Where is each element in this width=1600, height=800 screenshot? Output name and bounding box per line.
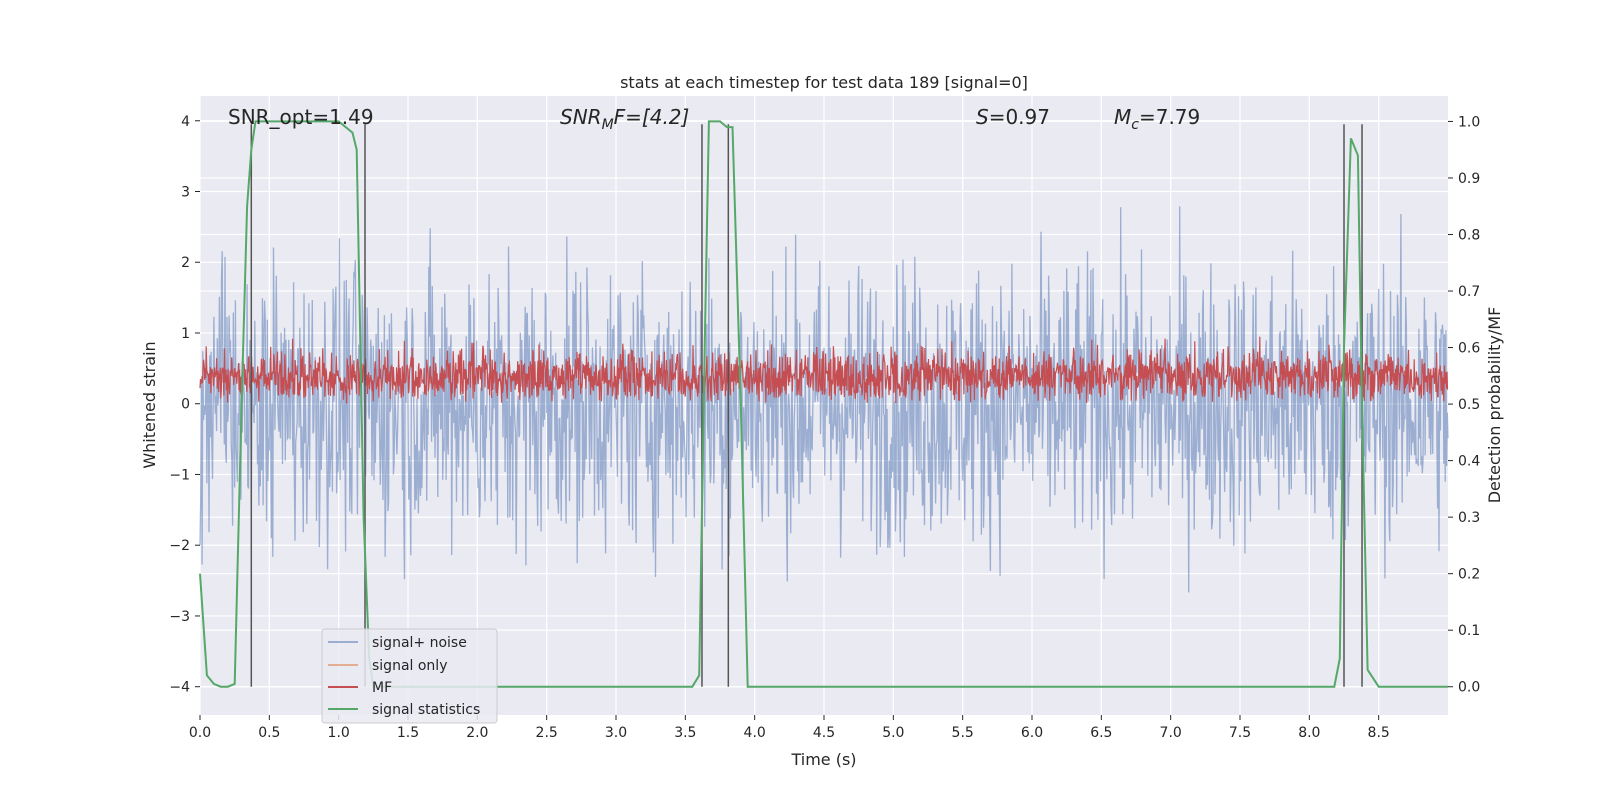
y-right-tick-label: 0.9 [1458, 171, 1480, 187]
y-tick-label: 1 [181, 326, 190, 342]
x-tick-label: 0.5 [258, 725, 280, 741]
y-axis-label: Whitened strain [140, 341, 159, 468]
y-tick-label: −4 [169, 680, 190, 696]
x-tick-label: 6.5 [1090, 725, 1112, 741]
x-tick-label: 3.0 [605, 725, 627, 741]
y-tick-label: 2 [181, 255, 190, 271]
y-right-tick-label: 0.7 [1458, 284, 1480, 300]
annotation-mc-sub: c [1131, 117, 1139, 133]
annotation-snr-mf: SNRMF=[4.2] [560, 105, 689, 133]
x-tick-label: 7.0 [1160, 725, 1182, 741]
x-axis-label: Time (s) [790, 750, 856, 769]
signal-statistics-series [199, 120, 1448, 688]
x-tick-label: 6.0 [1021, 725, 1043, 741]
y-tick-label: −3 [169, 609, 190, 625]
annotation-snr-mf-sub: M [602, 117, 614, 133]
y-tick-label: 3 [181, 185, 190, 201]
y-tick-label: 4 [181, 114, 190, 130]
x-tick-label: 5.0 [882, 725, 904, 741]
annotation-mc: Mc=7.79 [1114, 105, 1200, 133]
annotation-s: S=0.97 [976, 105, 1050, 129]
annotation-mc-value: =7.79 [1139, 105, 1200, 129]
annotation-mc-symbol: M [1114, 105, 1131, 129]
annotation-s-value: =0.97 [989, 105, 1050, 129]
y-right-tick-label: 0.3 [1458, 510, 1480, 526]
x-tick-label: 4.5 [813, 725, 835, 741]
y-right-tick-label: 0.8 [1458, 227, 1480, 243]
y-tick-label: −2 [169, 538, 190, 554]
y-axis-ticks: −4 −3 −2 −1 0 1 2 3 4 [169, 114, 200, 696]
x-tick-label: 8.5 [1368, 725, 1390, 741]
annotation-snr-mf-base: SNR [560, 105, 602, 129]
y-right-tick-label: 1.0 [1458, 114, 1480, 130]
x-tick-label: 2.5 [536, 725, 558, 741]
legend-label-signal-statistics: signal statistics [372, 702, 480, 718]
y-right-tick-label: 0.5 [1458, 397, 1480, 413]
legend: signal+ noise signal only MF signal stat… [321, 628, 498, 724]
mf-line [199, 336, 1449, 404]
y-right-tick-label: 0.4 [1458, 454, 1480, 470]
x-tick-label: 4.0 [744, 725, 766, 741]
x-tick-label: 3.5 [674, 725, 696, 741]
legend-label-signal-only: signal only [372, 658, 447, 674]
y-right-tick-label: 0.1 [1458, 623, 1480, 639]
annotation-snr-opt: SNR_opt=1.49 [228, 105, 374, 129]
x-tick-label: 1.5 [397, 725, 419, 741]
x-tick-label: 8.0 [1298, 725, 1320, 741]
chart-title: stats at each timestep for test data 189… [620, 73, 1028, 92]
y-axis-right-label: Detection probability/MF [1485, 307, 1504, 504]
mf-series [199, 336, 1449, 404]
x-tick-label: 1.0 [328, 725, 350, 741]
y-tick-label: −1 [169, 467, 190, 483]
annotation-snr-mf-value: F=[4.2] [614, 105, 690, 129]
x-tick-label: 5.5 [952, 725, 974, 741]
annotation-s-symbol: S [976, 105, 989, 129]
signal-statistics-line [199, 120, 1448, 688]
noise-series [199, 206, 1449, 593]
y-right-tick-label: 0.6 [1458, 341, 1480, 357]
signal-noise-line [199, 206, 1449, 593]
legend-label-signal-noise: signal+ noise [372, 635, 467, 651]
y-right-tick-label: 0.2 [1458, 567, 1480, 583]
x-tick-label: 2.0 [466, 725, 488, 741]
y-tick-label: 0 [181, 397, 190, 413]
legend-box [321, 628, 498, 724]
x-tick-label: 0.0 [189, 725, 211, 741]
legend-label-mf: MF [372, 680, 392, 696]
x-tick-label: 7.5 [1229, 725, 1251, 741]
y-right-tick-label: 0.0 [1458, 680, 1480, 696]
x-axis-ticks: 0.0 0.5 1.0 1.5 2.0 2.5 3.0 3.5 4.0 4.5 5.0 5.5 6.0 6… [189, 715, 1390, 741]
y-axis-right-ticks: 0.0 0.1 0.2 0.3 0.4 0.5 0.6 0.7 0.8 0.9 1.0 [1448, 114, 1480, 696]
